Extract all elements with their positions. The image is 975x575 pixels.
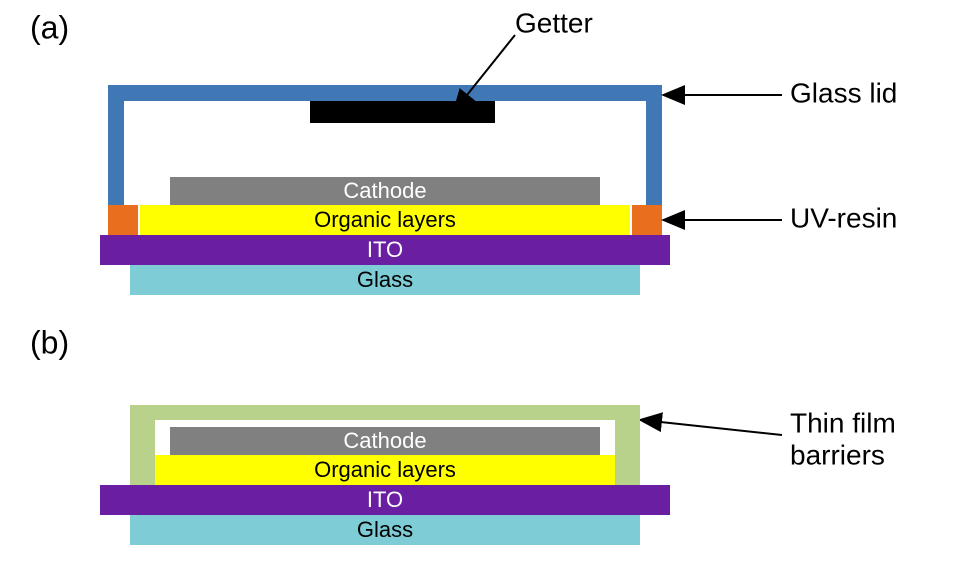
panel-a-label: (a) bbox=[30, 9, 69, 45]
layer-ito-label-b: ITO bbox=[367, 487, 403, 512]
label-glass-lid: Glass lid bbox=[790, 77, 897, 108]
layer-stack-a: Glass ITO Organic layers Cathode bbox=[100, 177, 670, 295]
layer-ito-label-a: ITO bbox=[367, 237, 403, 262]
layer-glass-label-b: Glass bbox=[357, 517, 413, 542]
diagram-canvas: (a) Glass ITO Organic layers Cathode Getter… bbox=[0, 0, 975, 575]
label-barrier-line2: barriers bbox=[790, 439, 885, 470]
uv-resin-right bbox=[632, 205, 662, 235]
panel-b: Glass ITO Organic layers Cathode bbox=[100, 405, 782, 545]
panel-a: Glass ITO Organic layers Cathode bbox=[100, 35, 782, 295]
getter-block bbox=[310, 101, 495, 123]
label-getter: Getter bbox=[515, 7, 593, 38]
uv-resin-left bbox=[108, 205, 138, 235]
layer-organic-label-a: Organic layers bbox=[314, 207, 456, 232]
layer-glass-label-a: Glass bbox=[357, 267, 413, 292]
label-barrier-line1: Thin film bbox=[790, 407, 896, 438]
arrow-barrier bbox=[642, 420, 782, 435]
layer-cathode-label-a: Cathode bbox=[343, 178, 426, 203]
layer-stack-b: Glass ITO Organic layers Cathode bbox=[100, 427, 670, 545]
label-uv-resin: UV-resin bbox=[790, 202, 897, 233]
panel-b-label: (b) bbox=[30, 324, 69, 360]
layer-cathode-label-b: Cathode bbox=[343, 428, 426, 453]
layer-organic-label-b: Organic layers bbox=[314, 457, 456, 482]
